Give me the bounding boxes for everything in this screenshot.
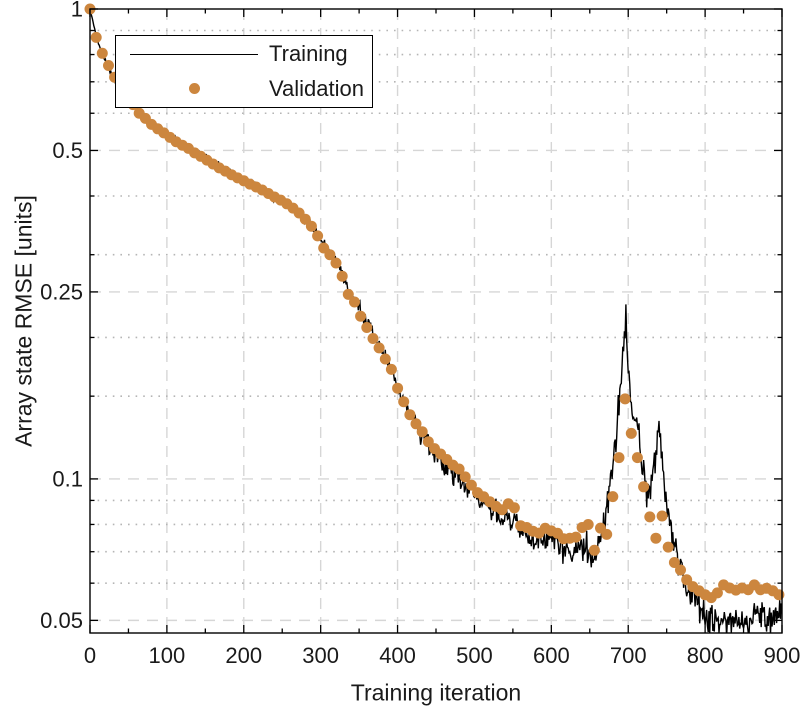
validation-point: [650, 532, 662, 544]
y-tick-label: 0.05: [40, 608, 83, 633]
x-tick-label: 800: [687, 643, 724, 668]
validation-point: [582, 519, 594, 530]
validation-point: [656, 510, 668, 522]
x-tick-label: 600: [533, 643, 570, 668]
x-tick-label: 400: [379, 643, 416, 668]
validation-marker-sample: [130, 83, 258, 95]
validation-point: [773, 589, 785, 601]
validation-point: [607, 491, 619, 503]
validation-point: [711, 587, 723, 599]
legend: Training Validation: [115, 35, 373, 108]
validation-point: [613, 452, 625, 464]
validation-point: [644, 511, 656, 523]
validation-point: [668, 557, 680, 568]
legend-label-validation: Validation: [269, 75, 364, 101]
validation-point: [324, 249, 336, 261]
validation-point: [416, 426, 428, 438]
validation-point: [570, 531, 582, 543]
validation-point: [675, 564, 686, 576]
y-axis-label: Array state RMSE [units]: [10, 195, 37, 447]
x-tick-label: 100: [149, 643, 186, 668]
validation-point: [312, 230, 324, 242]
x-tick-label: 200: [225, 643, 262, 668]
legend-label-training: Training: [269, 41, 348, 67]
validation-point: [404, 409, 416, 421]
validation-point: [410, 418, 422, 430]
x-axis-label: Training iteration: [350, 679, 522, 706]
y-tick-label: 0.25: [40, 279, 83, 304]
validation-point: [305, 220, 317, 232]
line-swatch-icon: [130, 53, 258, 55]
validation-point: [355, 310, 367, 322]
validation-point: [96, 47, 108, 59]
validation-point: [588, 544, 600, 556]
x-tick-label: 900: [764, 643, 800, 668]
validation-point: [601, 528, 613, 540]
validation-point: [336, 270, 348, 282]
validation-point: [459, 471, 471, 483]
validation-point: [361, 322, 373, 333]
validation-point: [385, 363, 397, 375]
validation-point: [90, 31, 102, 43]
y-tick-label: 0.5: [52, 138, 83, 163]
legend-item-validation: Validation: [116, 73, 372, 105]
dot-swatch-icon: [188, 83, 200, 95]
x-tick-label: 500: [456, 643, 493, 668]
validation-point: [330, 257, 342, 269]
validation-point: [619, 393, 631, 405]
y-tick-label: 1: [71, 0, 83, 22]
validation-point: [342, 288, 354, 300]
validation-point: [625, 427, 637, 439]
validation-point: [453, 463, 465, 475]
validation-point: [373, 342, 385, 354]
x-tick-label: 700: [610, 643, 647, 668]
training-line-sample: [130, 53, 258, 55]
validation-point: [367, 333, 379, 344]
legend-item-training: Training: [116, 38, 372, 70]
validation-point: [379, 353, 391, 365]
validation-point: [392, 382, 404, 394]
validation-point: [638, 481, 650, 493]
validation-point: [508, 502, 520, 514]
validation-point: [465, 479, 477, 491]
validation-point: [349, 296, 360, 308]
x-tick-label: 0: [84, 643, 96, 668]
x-tick-label: 300: [302, 643, 339, 668]
validation-point: [103, 60, 114, 71]
validation-point: [662, 541, 674, 553]
validation-point: [631, 452, 643, 464]
validation-point: [398, 396, 410, 408]
y-tick-label: 0.1: [52, 466, 83, 491]
